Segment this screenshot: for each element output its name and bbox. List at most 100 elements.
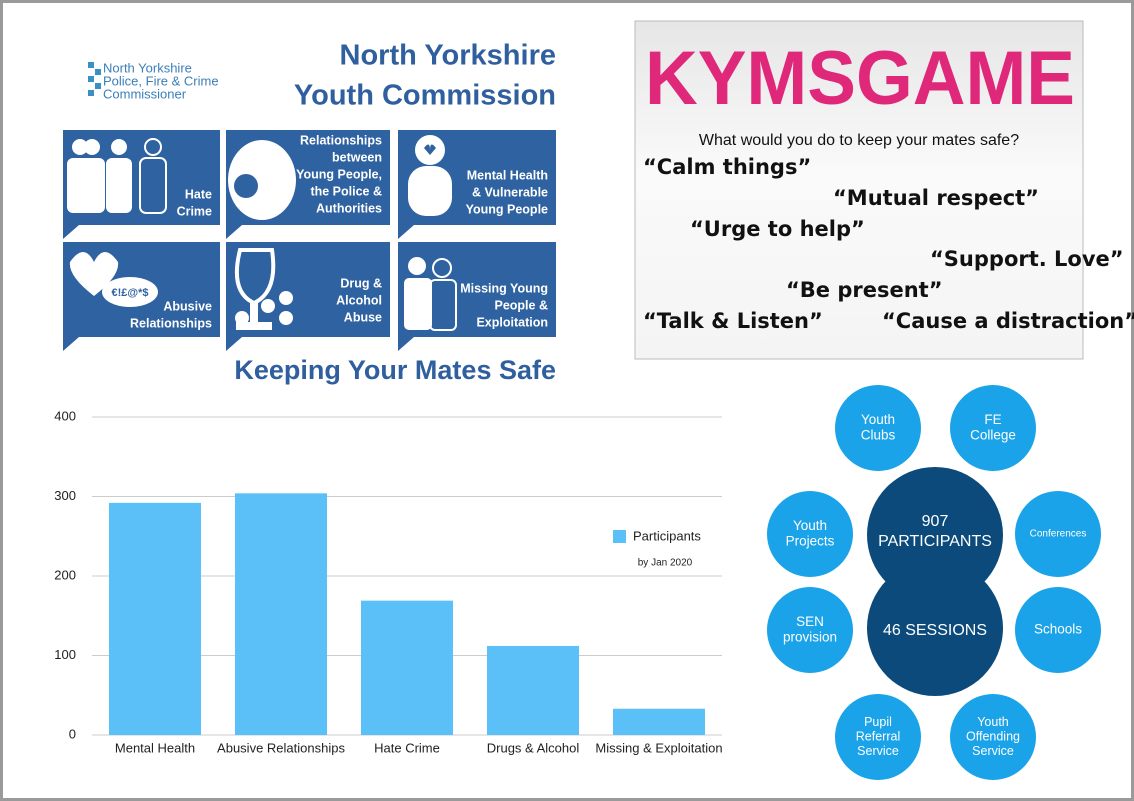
center-bubble	[867, 467, 1003, 603]
setting-label: Clubs	[861, 427, 896, 442]
title: North Yorkshire	[340, 40, 556, 72]
icon-body	[429, 279, 457, 331]
tile-label: Young People	[466, 202, 548, 216]
icon-outline	[139, 157, 167, 214]
tile-icon	[228, 140, 296, 220]
icon-head	[84, 139, 100, 155]
tile-label: & Vulnerable	[472, 185, 548, 199]
quote: “Support. Love”	[930, 247, 1124, 271]
setting-label: Referral	[856, 729, 900, 743]
logo-text: Police, Fire & Crime	[103, 73, 219, 88]
legend-label: Participants	[633, 528, 701, 543]
logo-text: Commissioner	[103, 86, 187, 101]
tile-label: Relationships	[300, 133, 382, 147]
icon-head	[432, 258, 452, 278]
tile-label: Abusive	[163, 299, 212, 313]
chart-subtitle: by Jan 2020	[638, 558, 693, 569]
tile-label: Drug &	[340, 276, 382, 290]
icon-text: €!£@*$	[111, 287, 148, 299]
tile-label: Alcohol	[336, 293, 382, 307]
setting-label: Offending	[966, 729, 1020, 743]
quote: “Urge to help”	[690, 217, 865, 241]
tile-label: Relationships	[130, 316, 212, 330]
icon-helmet	[228, 140, 296, 220]
setting-label: provision	[783, 629, 837, 644]
center-text: PARTICIPANTS	[878, 533, 992, 550]
tile-icon	[408, 135, 452, 216]
bar	[361, 600, 453, 735]
tile-label: Mental Health	[467, 168, 548, 182]
tile-icon	[69, 252, 158, 307]
center-text: 46 SESSIONS	[883, 622, 987, 639]
tile-label: Abuse	[344, 310, 382, 324]
tile-tail	[63, 337, 79, 351]
tile-tail	[398, 225, 414, 239]
icon-glass	[235, 248, 276, 330]
setting-label: Service	[857, 744, 899, 758]
tile-tail	[63, 225, 79, 239]
logo-text: North Yorkshire	[103, 60, 192, 75]
bar	[613, 708, 705, 735]
quote: “Cause a distraction”	[882, 309, 1134, 333]
setting-bubble	[1015, 587, 1101, 673]
quote: “Talk & Listen”	[643, 309, 823, 333]
setting-bubble	[767, 491, 853, 577]
x-tick-label: Drugs & Alcohol	[487, 740, 580, 755]
y-tick-label: 100	[54, 647, 76, 662]
setting-bubble	[950, 385, 1036, 471]
tile-label: the Police &	[310, 184, 382, 198]
setting-label: Pupil	[864, 715, 892, 729]
x-tick-label: Hate Crime	[374, 740, 440, 755]
setting-label: Youth	[861, 412, 895, 427]
title: Youth Commission	[294, 80, 556, 112]
tile-label: Missing Young	[460, 281, 548, 295]
setting-label: FE	[984, 412, 1001, 427]
tile-label: Hate	[185, 187, 212, 201]
bar	[109, 502, 201, 735]
tile-label: People &	[495, 298, 549, 312]
quote: “Be present”	[786, 278, 943, 302]
icon-head	[144, 138, 162, 156]
setting-label: Youth	[793, 518, 827, 533]
icon-head	[111, 139, 127, 155]
tile-label: Crime	[177, 204, 212, 218]
icon-bubble	[102, 277, 158, 307]
x-tick-label: Abusive Relationships	[217, 740, 345, 755]
subtitle: Keeping Your Mates Safe	[234, 355, 556, 385]
icon-body	[404, 278, 432, 330]
tile-label: Exploitation	[476, 315, 548, 329]
center-bubble	[867, 560, 1003, 696]
quote: “Mutual respect”	[833, 186, 1039, 210]
icon-body	[79, 158, 105, 213]
setting-label: Conferences	[1030, 529, 1087, 540]
icon-head	[408, 257, 426, 275]
setting-bubble	[835, 694, 921, 780]
quote: “Calm things”	[643, 155, 811, 179]
icon-pill	[235, 311, 249, 325]
icon-head	[72, 139, 88, 155]
x-tick-label: Mental Health	[115, 740, 195, 755]
tile-icon	[235, 248, 293, 330]
tile-tail	[226, 225, 242, 239]
y-tick-label: 0	[69, 726, 76, 741]
icon-pill	[279, 311, 293, 325]
tile-tail	[398, 337, 414, 351]
icon-pill	[261, 299, 275, 313]
setting-label: Service	[972, 744, 1014, 758]
y-tick-label: 200	[54, 567, 76, 582]
x-tick-label: Missing & Exploitation	[595, 740, 722, 755]
kymsgame-panel	[634, 20, 1084, 360]
icon-pill	[279, 291, 293, 305]
y-tick-label: 400	[54, 408, 76, 423]
tile-label: Authorities	[316, 201, 382, 215]
icon-body	[106, 158, 132, 213]
setting-bubble	[1015, 491, 1101, 577]
icon-body	[408, 166, 452, 216]
tile-label: between	[332, 150, 382, 164]
bar	[487, 645, 579, 735]
setting-label: Projects	[786, 533, 835, 548]
setting-label: SEN	[796, 614, 824, 629]
center-text: 907	[922, 513, 949, 530]
kymsgame-question: What would you do to keep your mates saf…	[699, 132, 1019, 149]
setting-bubble	[767, 587, 853, 673]
